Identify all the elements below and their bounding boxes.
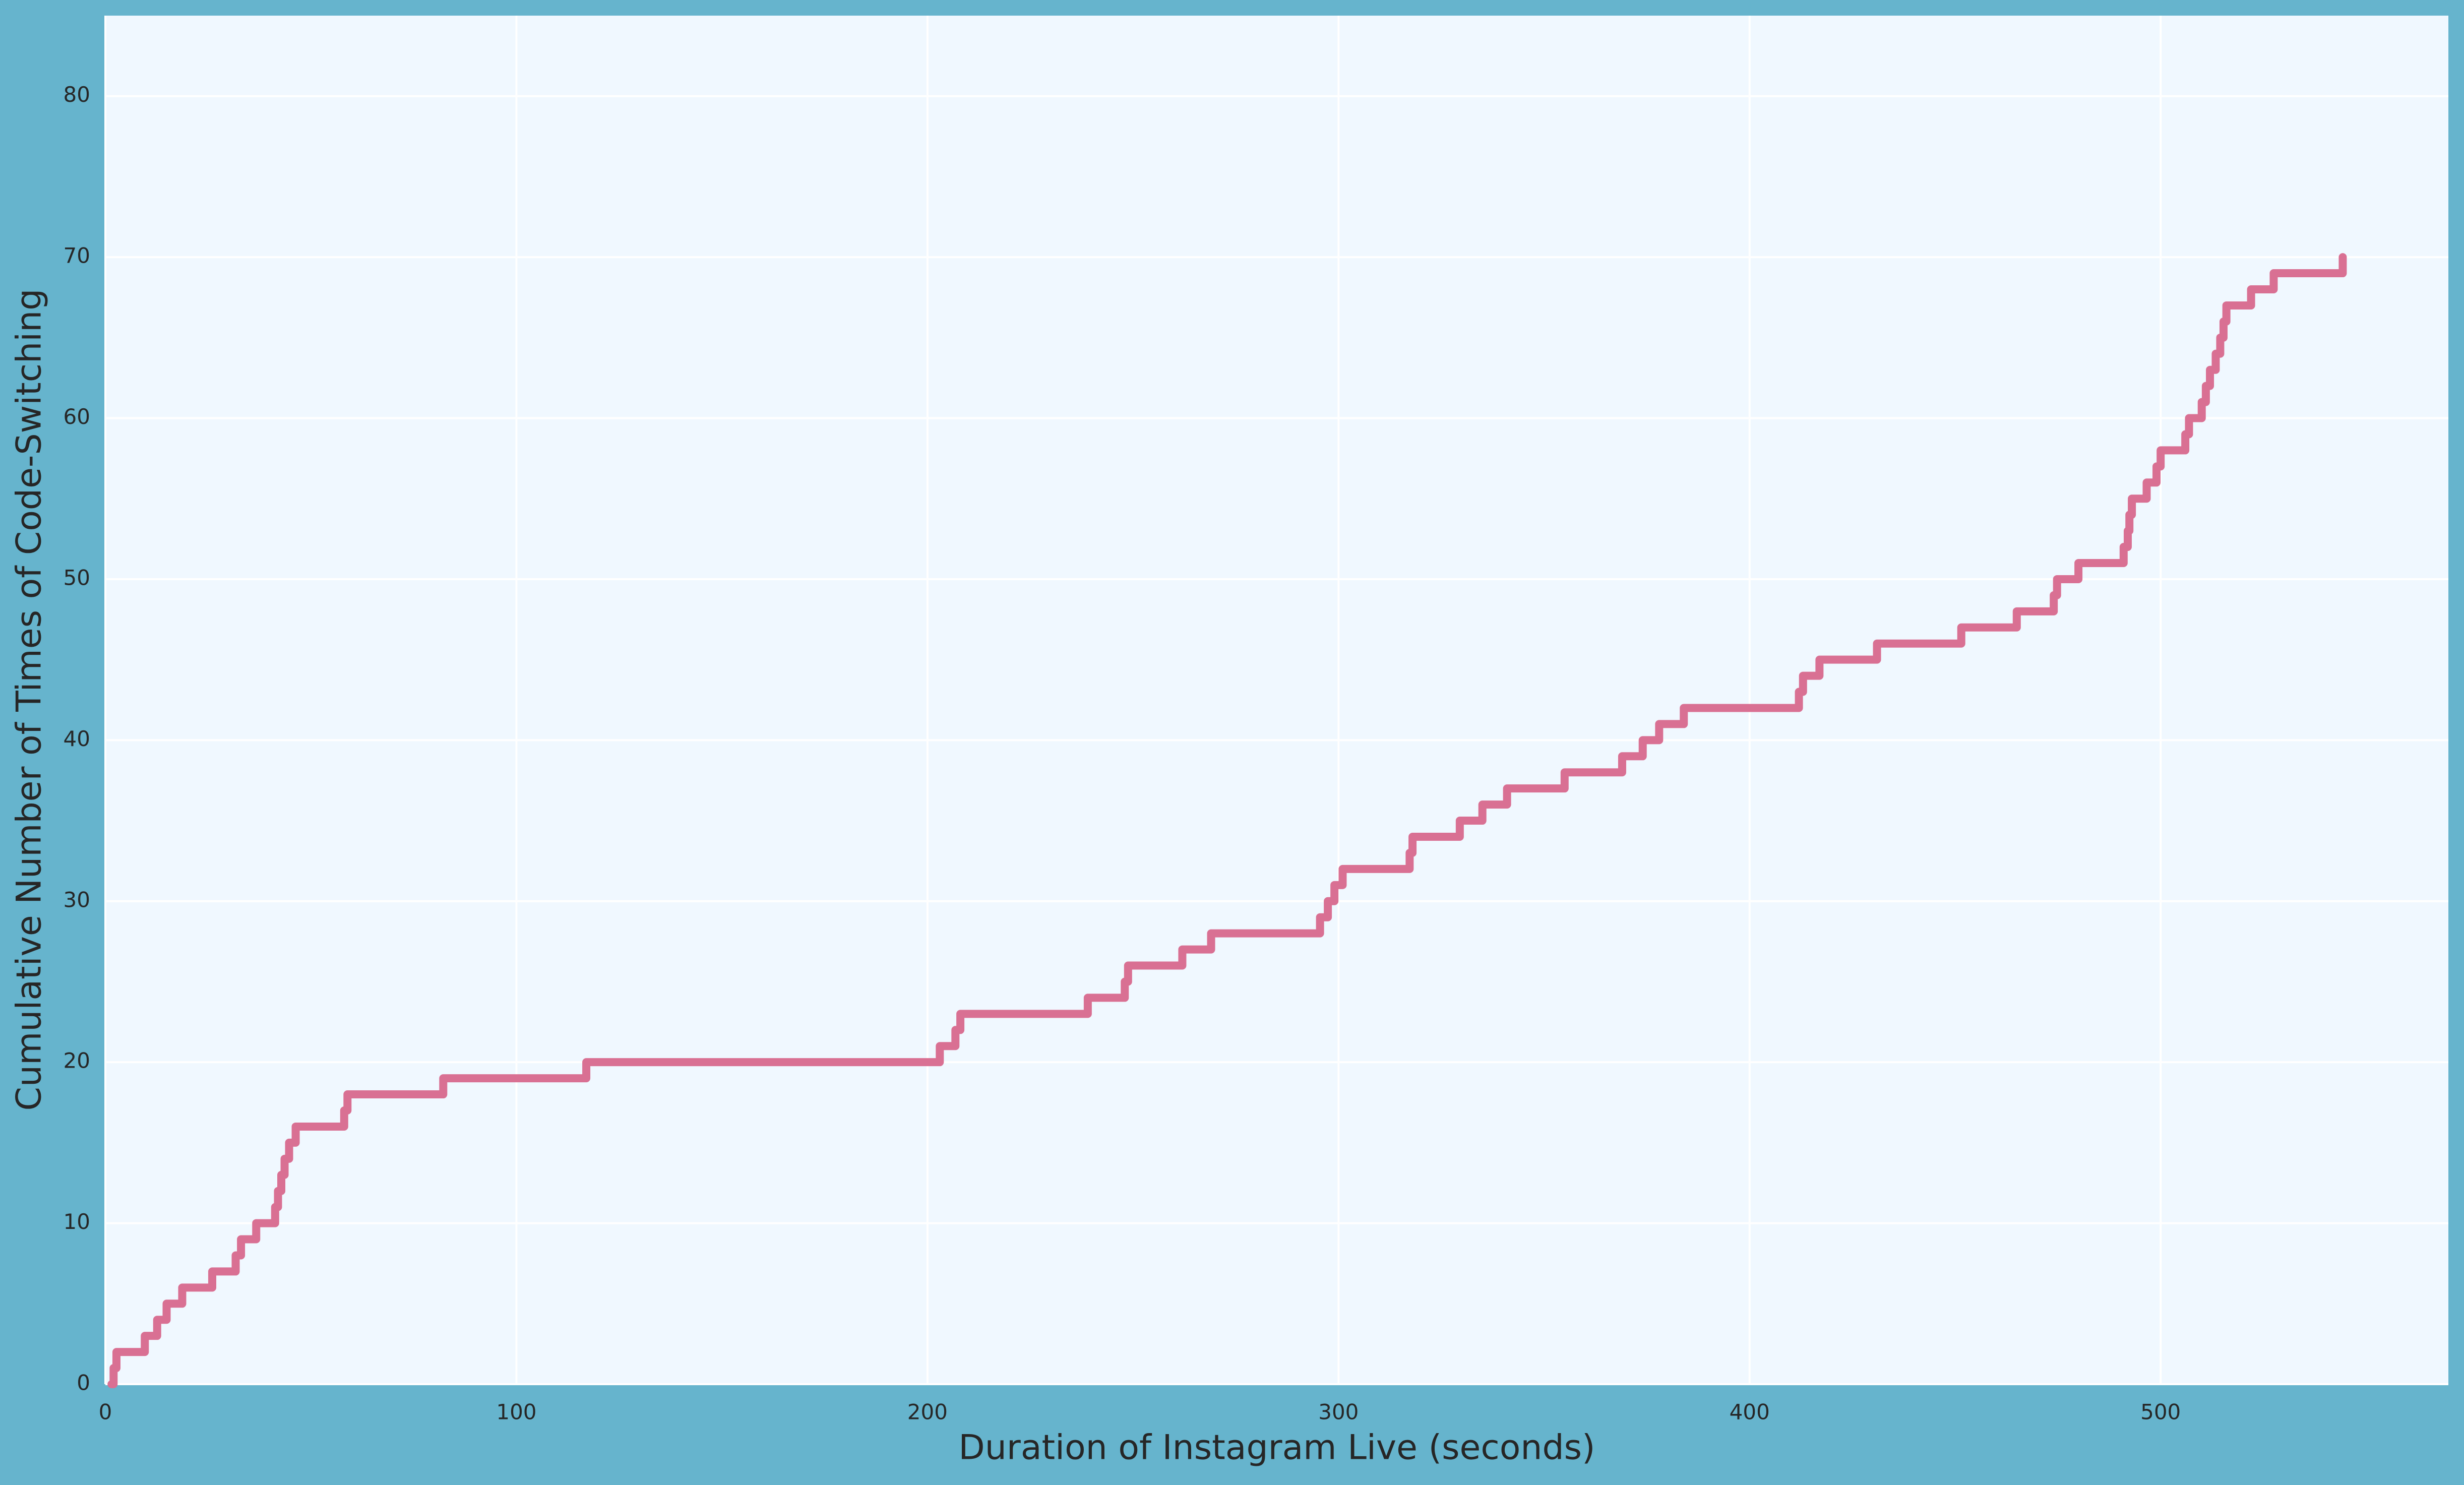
x-tick-label: 100 — [496, 1400, 536, 1425]
y-tick-label: 40 — [64, 726, 90, 751]
y-tick-label: 10 — [64, 1209, 90, 1234]
y-tick-label: 0 — [77, 1371, 90, 1395]
step-line — [107, 253, 2347, 1388]
plot-area — [105, 16, 2448, 1384]
x-tick-label: 500 — [2140, 1400, 2181, 1425]
x-tick-label: 300 — [1318, 1400, 1359, 1425]
y-tick-label: 80 — [64, 82, 90, 107]
y-tick-label: 70 — [64, 243, 90, 268]
y-tick-label: 50 — [64, 565, 90, 590]
y-axis-label: Cumulative Number of Times of Code-Switc… — [10, 289, 49, 1111]
y-tick-label: 20 — [64, 1048, 90, 1073]
y-tick-label: 30 — [64, 887, 90, 912]
x-tick-label: 0 — [99, 1400, 112, 1425]
y-tick-label: 60 — [64, 404, 90, 429]
x-tick-label: 400 — [1730, 1400, 1770, 1425]
x-axis-label: Duration of Instagram Live (seconds) — [958, 1428, 1595, 1468]
x-tick-label: 200 — [907, 1400, 948, 1425]
